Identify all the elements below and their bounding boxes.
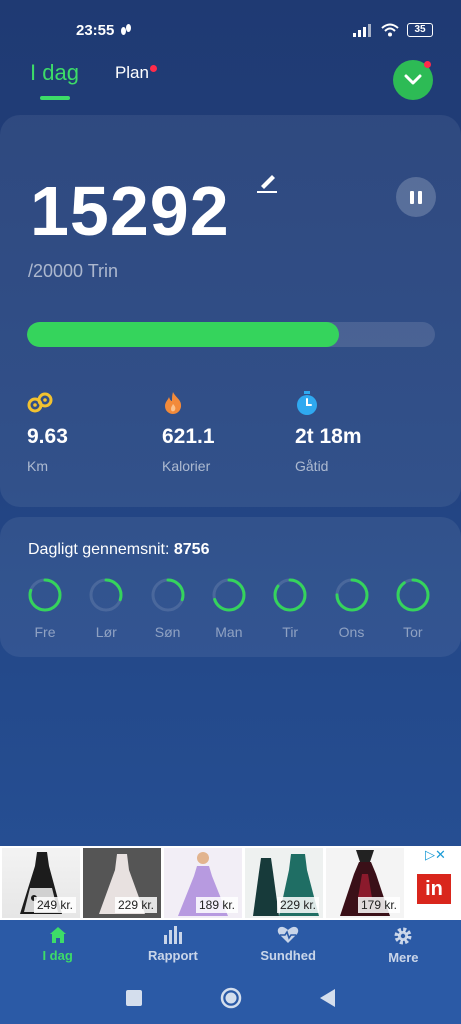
step-goal: /20000 Trin xyxy=(28,261,119,281)
day-label: Tor xyxy=(403,624,423,640)
daily-average: Dagligt gennemsnit: 8756 xyxy=(28,541,209,559)
step-progress-bar xyxy=(27,322,435,347)
signal-icon xyxy=(353,24,371,37)
step-progress-fill xyxy=(27,322,340,347)
nav-label: I dag xyxy=(42,948,73,963)
ad-price: 249 kr. xyxy=(33,897,76,913)
day-label: Tir xyxy=(282,624,299,640)
calories-label: Kalorier xyxy=(162,458,211,474)
flame-icon xyxy=(165,392,182,414)
notification-dot xyxy=(149,65,157,72)
heart-pulse-icon xyxy=(277,926,299,943)
chevron-down-icon xyxy=(404,74,422,85)
ad-banner[interactable]: 249 kr. 229 kr. 189 kr. 229 kr. 179 kr. … xyxy=(0,846,461,920)
recent-apps-button[interactable] xyxy=(125,990,142,1006)
day-item[interactable]: Fre xyxy=(25,577,65,640)
status-time: 23:55 xyxy=(76,21,115,39)
day-label: Søn xyxy=(154,624,181,640)
dropdown-button[interactable] xyxy=(393,60,433,100)
daily-average-label: Dagligt gennemsnit: xyxy=(28,541,170,558)
daily-average-value: 8756 xyxy=(173,541,210,558)
day-item[interactable]: Lør xyxy=(86,577,126,640)
day-progress-ring xyxy=(89,578,123,612)
steps-card: 15292 /20000 Trin 9.63 Km 621.1 xyxy=(0,115,461,507)
stat-distance: 9.63 Km xyxy=(27,390,68,474)
nav-today[interactable]: I dag xyxy=(0,920,115,972)
stopwatch-icon xyxy=(297,391,317,415)
day-label: Ons xyxy=(338,624,365,640)
pause-icon xyxy=(410,190,414,204)
bar-chart-icon xyxy=(163,926,182,944)
distance-label: Km xyxy=(27,458,48,474)
battery-indicator: 35 xyxy=(407,23,433,37)
day-item[interactable]: Tor xyxy=(393,577,433,640)
ad-price: 179 kr. xyxy=(357,897,400,913)
ad-price: 229 kr. xyxy=(276,897,319,913)
home-icon xyxy=(49,927,66,943)
day-item[interactable]: Ons xyxy=(332,577,372,640)
nav-report[interactable]: Rapport xyxy=(115,920,230,972)
day-progress-ring xyxy=(273,578,307,612)
notification-dot xyxy=(424,61,431,68)
ad-item[interactable]: 229 kr. xyxy=(83,848,161,918)
distance-value: 9.63 xyxy=(27,425,68,448)
gear-icon xyxy=(394,927,412,945)
day-label: Fre xyxy=(34,624,56,640)
day-item[interactable]: Tir xyxy=(270,577,310,640)
day-label: Man xyxy=(215,624,243,640)
nav-more[interactable]: Mere xyxy=(346,920,461,972)
walk-time-value: 2t 18m xyxy=(295,425,362,448)
nav-label: Rapport xyxy=(147,948,198,963)
footprints-icon xyxy=(27,392,53,413)
tab-plan[interactable]: Plan xyxy=(114,63,157,100)
nav-health[interactable]: Sundhed xyxy=(231,920,346,972)
stat-calories: 621.1 Kalorier xyxy=(162,390,215,474)
ad-item[interactable]: 189 kr. xyxy=(164,848,242,918)
step-count: 15292 xyxy=(30,172,230,250)
day-progress-ring xyxy=(151,578,185,612)
day-progress-ring xyxy=(212,578,246,612)
ad-item[interactable]: 179 kr. xyxy=(326,848,404,918)
calories-value: 621.1 xyxy=(162,425,215,448)
ad-item[interactable]: 249 kr. xyxy=(2,848,80,918)
home-button[interactable] xyxy=(220,987,242,1009)
day-label: Lør xyxy=(95,624,117,640)
walk-time-label: Gåtid xyxy=(295,458,329,474)
bottom-navigation: I dag Rapport Sundhed Mere xyxy=(0,920,461,972)
ad-price: 189 kr. xyxy=(195,897,238,913)
status-time-group: 23:55 xyxy=(76,22,132,39)
ad-item[interactable]: 229 kr. xyxy=(245,848,323,918)
ad-brand-logo[interactable]: in xyxy=(417,874,451,904)
daily-average-card[interactable]: Dagligt gennemsnit: 8756 Fre Lør Søn Man Tir… xyxy=(0,517,461,657)
footsteps-icon xyxy=(121,24,132,35)
day-item[interactable]: Man xyxy=(209,577,249,640)
day-progress-ring xyxy=(335,578,368,612)
top-tabs: I dag Plan xyxy=(30,60,157,100)
tab-plan-label: Plan xyxy=(114,63,149,82)
status-bar: 23:55 35 xyxy=(0,0,461,60)
system-navigation xyxy=(0,972,461,1024)
ad-price: 229 kr. xyxy=(114,897,157,913)
pause-button[interactable] xyxy=(396,177,436,217)
day-progress-ring xyxy=(28,578,62,612)
day-progress-ring xyxy=(396,578,430,612)
back-button[interactable] xyxy=(319,989,336,1007)
nav-label: Sundhed xyxy=(260,948,316,963)
wifi-icon xyxy=(381,23,399,37)
ad-choices-icon[interactable]: ▷✕ xyxy=(425,847,446,862)
stat-walk-time: 2t 18m Gåtid xyxy=(295,390,362,474)
edit-icon[interactable] xyxy=(255,170,279,194)
day-item[interactable]: Søn xyxy=(148,577,188,640)
status-icons: 35 xyxy=(353,23,433,37)
tab-today[interactable]: I dag xyxy=(30,60,79,100)
nav-label: Mere xyxy=(388,950,419,965)
